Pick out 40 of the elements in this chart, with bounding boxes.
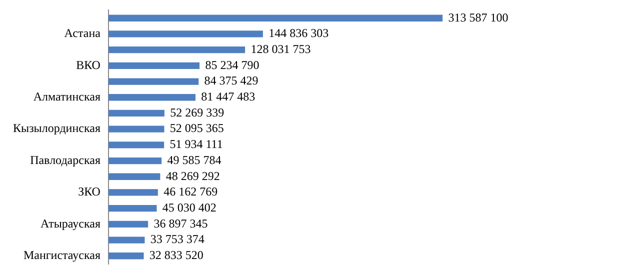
data-label: 85 234 790 xyxy=(205,58,260,72)
data-label: 313 587 100 xyxy=(448,10,508,24)
data-label: 84 375 429 xyxy=(204,74,258,88)
bar xyxy=(108,173,160,180)
bar xyxy=(108,126,164,132)
data-label: 45 030 402 xyxy=(162,200,216,214)
data-label: 144 836 303 xyxy=(268,26,329,40)
data-label: 51 934 111 xyxy=(170,137,223,152)
bar xyxy=(108,94,196,101)
data-label: 81 447 483 xyxy=(201,90,256,104)
y-tick-label: Астана xyxy=(64,26,102,40)
data-label: 32 833 520 xyxy=(149,248,204,262)
bar xyxy=(108,14,443,22)
bar xyxy=(108,30,263,38)
bar xyxy=(108,78,199,85)
y-tick-label: Мангистауская xyxy=(23,248,101,262)
data-label: 52 095 365 xyxy=(170,121,224,136)
bar xyxy=(108,110,164,117)
data-label: 46 162 769 xyxy=(164,184,218,199)
bar xyxy=(108,189,158,196)
bar xyxy=(108,252,144,260)
bar xyxy=(108,220,148,228)
data-label: 52 269 339 xyxy=(170,105,224,120)
data-label: 49 585 784 xyxy=(167,152,222,167)
data-label: 128 031 753 xyxy=(250,42,311,56)
bar xyxy=(108,46,246,54)
bar xyxy=(108,62,200,70)
y-tick-label: ВКО xyxy=(76,58,101,72)
data-label: 48 269 292 xyxy=(166,168,220,183)
data-label: 33 753 374 xyxy=(150,232,204,246)
bar xyxy=(108,204,157,212)
bar xyxy=(108,157,162,164)
bar xyxy=(108,142,164,148)
data-label: 36 897 345 xyxy=(154,216,208,230)
y-tick-label: Алматинская xyxy=(33,90,101,104)
y-tick-label: Кызылординская xyxy=(13,121,101,136)
y-tick-label: ЗКО xyxy=(78,184,101,199)
y-tick-label: Павлодарская xyxy=(30,152,101,167)
bar xyxy=(108,236,145,244)
y-tick-label: Атырауская xyxy=(40,216,101,230)
